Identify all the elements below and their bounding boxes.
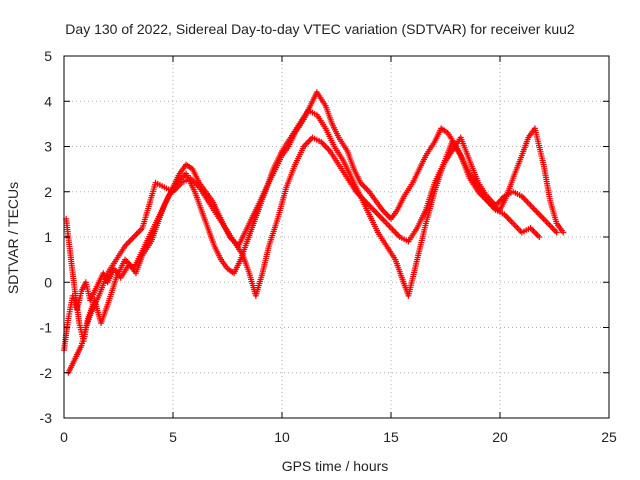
y-tick-label: 4 [44,93,52,109]
y-tick-label: 1 [44,229,52,245]
grid [64,56,609,418]
data-points [61,89,567,376]
y-tick-label: -3 [40,410,53,426]
data-point [536,234,543,240]
chart-title: Day 130 of 2022, Sidereal Day-to-day VTE… [65,21,575,37]
y-tick-label: 5 [44,48,52,64]
y-tick-label: 0 [44,274,52,290]
y-tick-label: -2 [40,365,53,381]
x-axis-label: GPS time / hours [282,458,389,474]
y-tick-label: 2 [44,184,52,200]
y-tick-label: 3 [44,139,52,155]
data-point [560,229,567,236]
x-tick-label: 5 [169,429,177,445]
data-point [553,229,560,236]
x-tick-label: 0 [60,429,68,445]
x-tick-label: 15 [383,429,399,445]
x-tick-label: 25 [601,429,617,445]
x-tick-label: 10 [274,429,290,445]
axis-ticks: 0 5 10 15 20 25 -3 -2 -1 0 1 2 3 4 5 [40,48,617,445]
y-axis-label: SDTVAR / TECUs [5,182,21,294]
y-tick-label: -1 [40,320,53,336]
x-tick-label: 20 [492,429,508,445]
